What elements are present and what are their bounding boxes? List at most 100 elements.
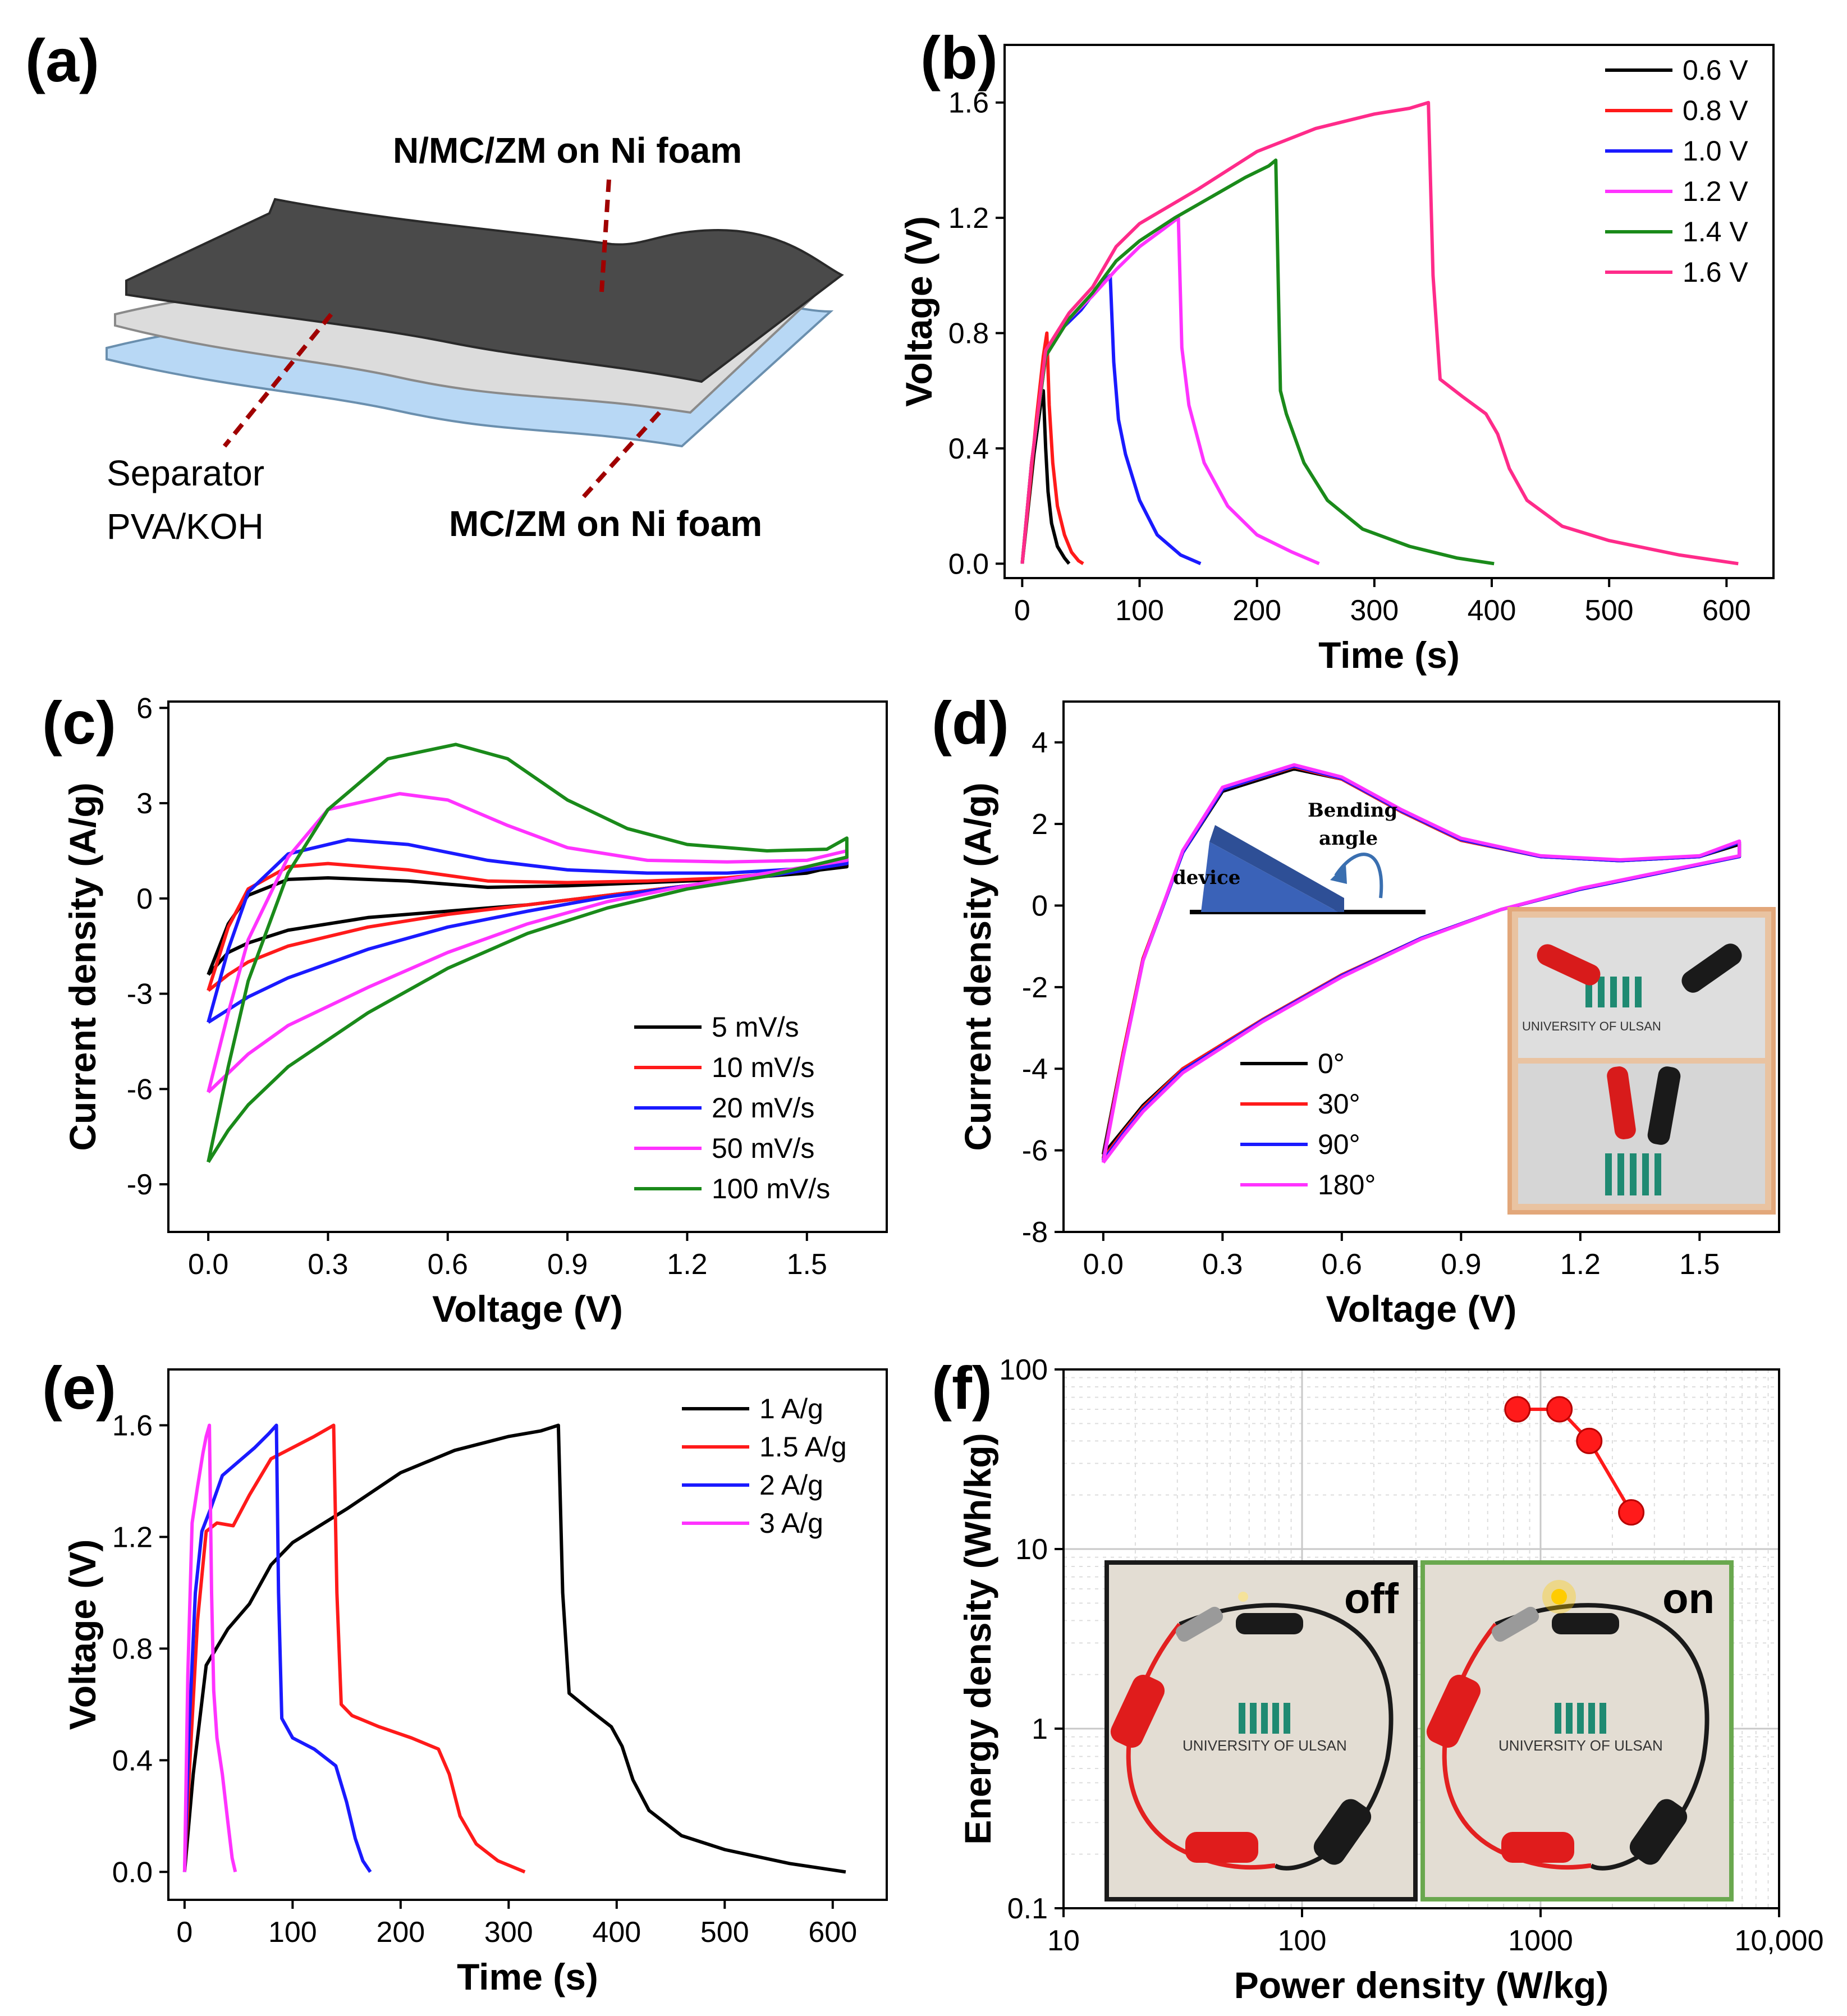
y-tick-label: 0.4 <box>112 1744 153 1777</box>
x-tick-label: 300 <box>484 1916 533 1949</box>
y-tick-label: 1.2 <box>112 1521 153 1554</box>
legend-entry: 1.2 V <box>1683 176 1748 207</box>
y-tick-label: 1 <box>1032 1713 1048 1745</box>
led-off-photo-logo-bar <box>1261 1703 1268 1734</box>
y-tick-label: -6 <box>1022 1135 1048 1167</box>
legend-entry: 1 A/g <box>759 1393 823 1424</box>
y-tick-label: 0.8 <box>948 318 989 350</box>
led-on-photo-metal-clip <box>1491 1606 1539 1642</box>
legend-entry: 0° <box>1318 1048 1345 1079</box>
led-on-photo-black-clip <box>1552 1613 1619 1634</box>
y-tick-label: -2 <box>1022 972 1048 1004</box>
photo-bottom <box>1518 1064 1765 1204</box>
y-tick-label: -8 <box>1022 1216 1048 1249</box>
plot-frame <box>167 1368 888 1901</box>
legend-entry: 100 mV/s <box>712 1173 830 1204</box>
ragone-point-3 <box>1618 1499 1645 1526</box>
series-line-b-4 <box>1020 158 1495 566</box>
legend-entry: 90° <box>1318 1129 1360 1160</box>
x-axis-label: Voltage (V) <box>1326 1288 1517 1330</box>
logo-bar <box>1610 977 1617 1007</box>
legend-entry: 3 A/g <box>759 1508 823 1539</box>
y-tick-label: 2 <box>1032 808 1048 841</box>
legend-entry: 20 mV/s <box>712 1092 814 1124</box>
x-tick-label: 100 <box>1115 594 1164 627</box>
x-tick-label: 600 <box>1702 594 1751 627</box>
legend-entry: 1.6 V <box>1683 256 1748 288</box>
led-off-photo-red-clip <box>1110 1674 1165 1748</box>
x-tick-label: 1000 <box>1508 1925 1573 1957</box>
separator-pointer <box>222 313 333 448</box>
led-on-photo-red-clip <box>1501 1832 1574 1863</box>
led-off-photo-logo-bar <box>1239 1703 1245 1734</box>
led-off-icon <box>1238 1592 1248 1602</box>
legend-entry: 30° <box>1318 1088 1360 1120</box>
y-axis-label: Current density (A/g) <box>957 782 998 1151</box>
y-tick-label: -9 <box>127 1169 153 1201</box>
x-tick-label: 300 <box>1350 594 1399 627</box>
x-tick-label: 1.2 <box>1560 1248 1601 1281</box>
series-line-e-0 <box>182 1423 846 1874</box>
y-tick-label: 0.8 <box>112 1633 153 1665</box>
logo-bar <box>1623 977 1629 1007</box>
x-tick-label: 200 <box>376 1916 425 1949</box>
y-tick-label: -3 <box>127 978 153 1011</box>
x-tick-label: 0.0 <box>1083 1248 1124 1281</box>
led-on-photo-logo-bar <box>1566 1703 1573 1734</box>
angle-label: angle <box>1319 827 1378 850</box>
x-tick-label: 500 <box>700 1916 749 1949</box>
y-tick-label: 10 <box>1015 1533 1048 1566</box>
x-tick-label: 500 <box>1585 594 1634 627</box>
series-line-b-3 <box>1020 216 1320 566</box>
led-off-photo-logo-bar <box>1250 1703 1257 1734</box>
legend-entry: 180° <box>1318 1169 1376 1201</box>
y-axis-label: Current density (A/g) <box>62 782 103 1151</box>
led-on-icon <box>1551 1589 1567 1605</box>
x-tick-label: 600 <box>808 1916 857 1949</box>
panel-c: 0.0 0.3 0.6 0.9 1.2 1.5 -9 -6 -3 0 3 6 Voltage (V) Cu… <box>42 689 888 1330</box>
x-tick-label: 0 <box>1014 594 1030 627</box>
series-line-e-3 <box>182 1423 237 1872</box>
plot-frame <box>1062 1368 1780 1909</box>
panel-b: 0 100 200 300 400 500 600 0.0 0.4 0.8 1.2 1.6 Time (… <box>898 24 1775 676</box>
led-off-photo-black-wire <box>1179 1603 1394 1871</box>
x-axis-label: Time (s) <box>1318 634 1460 676</box>
logo-bar <box>1642 1153 1649 1195</box>
device-label: device <box>1173 867 1240 889</box>
x-tick-label: 10,000 <box>1734 1925 1823 1957</box>
y-tick-label: 1.2 <box>948 202 989 235</box>
x-tick-label: 100 <box>268 1916 317 1949</box>
plot-frame <box>167 700 888 1233</box>
panel-label-b: (b) <box>920 24 998 91</box>
led-on-photo-caption: UNIVERSITY OF ULSAN <box>1498 1737 1663 1754</box>
led-on-photo-logo-bar <box>1588 1703 1595 1734</box>
led-off-photo-red-clip <box>1185 1832 1258 1863</box>
bent-device-shape <box>1209 825 1344 912</box>
led-off-photo-black-clip <box>1313 1799 1372 1865</box>
series-line-e-1 <box>182 1423 526 1874</box>
black-clip <box>1681 943 1742 993</box>
y-tick-label: -4 <box>1022 1053 1048 1085</box>
x-tick-label: 0.6 <box>1322 1248 1362 1281</box>
y-tick-label: 0.4 <box>948 433 989 465</box>
device-body <box>1201 842 1339 912</box>
x-tick-label: 0.9 <box>547 1248 588 1281</box>
x-tick-label: 1.5 <box>787 1248 827 1281</box>
y-tick-label: 0 <box>136 883 153 915</box>
y-tick-label: 4 <box>1032 727 1048 759</box>
legend-entry: 10 mV/s <box>712 1052 814 1083</box>
led-off-photo-logo-bar <box>1284 1703 1290 1734</box>
legend-entry: 5 mV/s <box>712 1011 799 1043</box>
x-tick-label: 10 <box>1047 1925 1080 1957</box>
legend-entry: 0.8 V <box>1683 95 1748 126</box>
x-tick-label: 1.5 <box>1679 1248 1720 1281</box>
red-clip <box>1537 944 1601 986</box>
logo-bar <box>1635 977 1642 1007</box>
panel-label-d: (d) <box>932 689 1009 757</box>
x-tick-label: 0.3 <box>1202 1248 1243 1281</box>
led-on-photo-black-wire <box>1495 1603 1709 1871</box>
panel-f: 10 100 1000 10,000 0.1 1 10 100 Power density (W… <box>932 1354 1824 2006</box>
led-off-photo-metal-clip <box>1175 1606 1223 1642</box>
bending-angle-arc <box>1334 853 1383 899</box>
